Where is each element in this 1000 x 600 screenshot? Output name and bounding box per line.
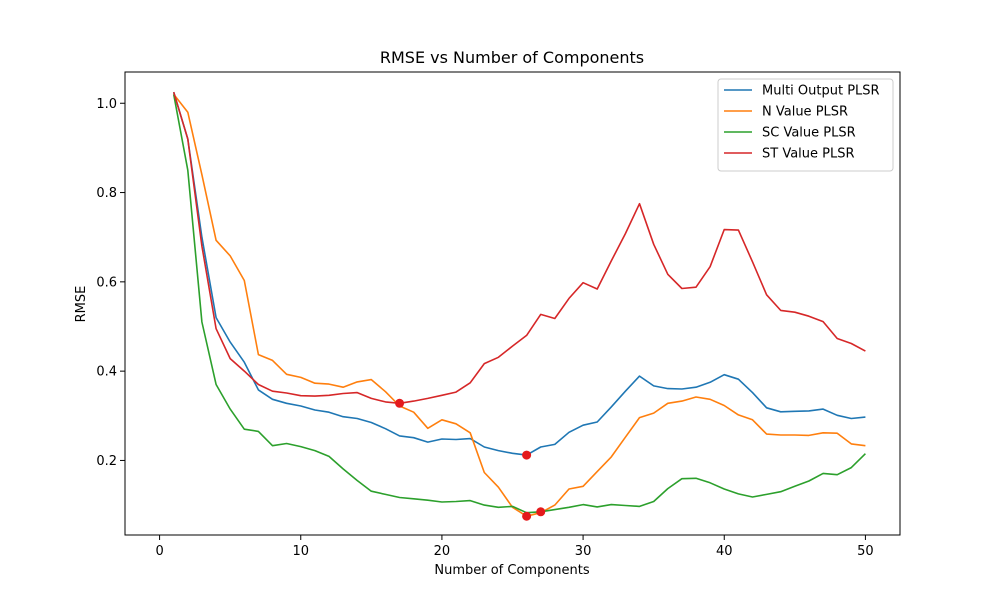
x-axis: 0 10 20 30 40 50 bbox=[155, 535, 874, 559]
minimum-point bbox=[522, 450, 532, 460]
x-tick-label: 0 bbox=[155, 544, 163, 559]
y-tick-label: 0.2 bbox=[96, 454, 117, 469]
plot-frame bbox=[124, 71, 901, 536]
legend: Multi Output PLSR N Value PLSR SC Value PL… bbox=[717, 78, 894, 172]
y-tick-label: 1.0 bbox=[96, 97, 117, 112]
y-axis-label: RMSE bbox=[74, 286, 89, 323]
x-tick-label: 20 bbox=[434, 544, 451, 559]
series-line-multi-output-plsr bbox=[172, 91, 866, 456]
minimum-point bbox=[536, 507, 546, 517]
y-tick-label: 0.6 bbox=[96, 275, 117, 290]
legend-label: N Value PLSR bbox=[762, 105, 848, 120]
x-axis-label: Number of Components bbox=[434, 563, 589, 578]
y-tick-label: 0.8 bbox=[96, 186, 117, 201]
series-line-n-value-plsr bbox=[173, 93, 866, 518]
minimum-markers bbox=[395, 398, 546, 521]
series-line-st-value-plsr bbox=[172, 91, 866, 405]
y-tick-label: 0.4 bbox=[96, 365, 117, 380]
x-tick-label: 10 bbox=[292, 544, 309, 559]
series-line-sc-value-plsr bbox=[172, 94, 866, 514]
x-tick-label: 30 bbox=[575, 544, 592, 559]
series-lines bbox=[172, 91, 866, 518]
minimum-point bbox=[522, 511, 532, 521]
legend-label: Multi Output PLSR bbox=[762, 84, 880, 99]
y-axis: 0.2 0.4 0.6 0.8 1.0 bbox=[96, 97, 125, 469]
minimum-point bbox=[395, 398, 405, 408]
legend-box bbox=[717, 78, 894, 172]
legend-label: ST Value PLSR bbox=[762, 147, 855, 162]
legend-label: SC Value PLSR bbox=[762, 126, 856, 141]
chart-title: RMSE vs Number of Components bbox=[380, 48, 644, 67]
x-tick-label: 50 bbox=[857, 544, 874, 559]
x-tick-label: 40 bbox=[716, 544, 733, 559]
